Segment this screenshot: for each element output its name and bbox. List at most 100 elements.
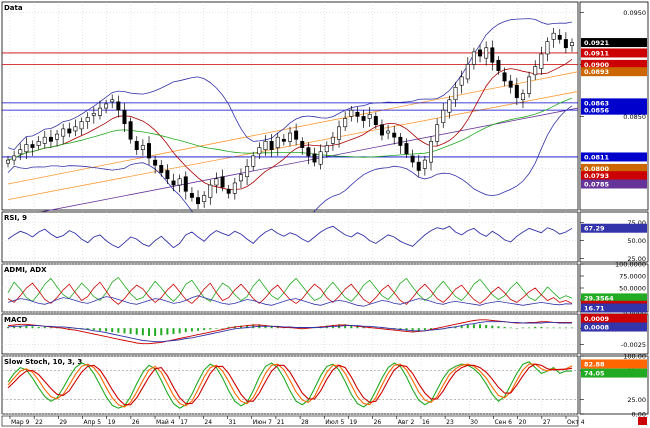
stoch-value-label: 74.05 bbox=[584, 370, 605, 378]
macd-histogram-bar bbox=[350, 324, 353, 329]
macd-histogram-bar bbox=[117, 328, 120, 333]
x-tick-label: 21 bbox=[277, 419, 285, 426]
candle-body bbox=[128, 121, 133, 140]
candle-body bbox=[502, 72, 507, 82]
x-tick-label: 16 bbox=[422, 419, 430, 426]
candle-body bbox=[441, 109, 446, 123]
stochastic-tick-label: 100.00 bbox=[623, 353, 646, 361]
x-tick-label: Июл 5 bbox=[325, 419, 344, 426]
macd-histogram-bar bbox=[37, 326, 40, 329]
x-tick-label: 29 bbox=[59, 419, 67, 426]
candle-body bbox=[134, 141, 139, 150]
channel-line bbox=[7, 71, 579, 185]
macd-histogram-bar bbox=[172, 328, 175, 334]
candle-body bbox=[226, 188, 231, 194]
x-tick-label: Май 4 bbox=[156, 419, 175, 426]
stochastic-tick-label: 25.00 bbox=[627, 396, 646, 404]
candle-body bbox=[281, 138, 286, 142]
x-tick-label: Сен 6 bbox=[494, 419, 512, 426]
candle-body bbox=[61, 128, 66, 137]
x-tick-label: 27 bbox=[543, 419, 551, 426]
macd-histogram-bar bbox=[221, 328, 224, 329]
candle-body bbox=[343, 118, 348, 128]
x-tick-label: 22 bbox=[35, 419, 43, 426]
macd-value-label: 0.0009 bbox=[584, 315, 610, 323]
macd-histogram-bar bbox=[246, 324, 249, 329]
dmi-value-label: 16.71 bbox=[584, 304, 605, 312]
candle-body bbox=[67, 128, 72, 134]
dmi-tick-label: 50.0000 bbox=[619, 285, 646, 293]
macd-histogram-bar bbox=[111, 328, 114, 333]
macd-histogram-bar bbox=[491, 325, 494, 329]
price-label: 0.0911 bbox=[584, 49, 610, 57]
candle-body bbox=[257, 147, 262, 155]
macd-histogram-bar bbox=[534, 326, 537, 329]
x-tick-label: 31 bbox=[229, 419, 237, 426]
price-panel: Data 0.0950 0.0900 0.0850 0.0800 0.0921 0.0911… bbox=[1, 1, 649, 231]
candle-body bbox=[429, 141, 433, 163]
candle-body bbox=[361, 116, 366, 121]
x-tick-label: 26 bbox=[374, 419, 382, 426]
x-tick-label: 30 bbox=[470, 419, 478, 426]
x-tick-label: 28 bbox=[301, 419, 309, 426]
macd-histogram-bar bbox=[227, 326, 230, 329]
candle-body bbox=[539, 53, 544, 69]
candle-body bbox=[269, 141, 274, 150]
candle-body bbox=[337, 126, 342, 140]
candle-body bbox=[189, 193, 194, 198]
macd-histogram-bar bbox=[141, 328, 144, 336]
stochastic-title: Slow Stoch, 10, 3, 3 bbox=[4, 358, 82, 366]
candle-body bbox=[471, 51, 476, 65]
macd-line-macd bbox=[7, 319, 572, 345]
candle-body bbox=[563, 39, 568, 49]
rsi-line bbox=[7, 225, 573, 249]
rsi-panel: RSI, 9 75.00 50.00 25.00 67.29 bbox=[1, 211, 649, 263]
candle-body bbox=[330, 136, 335, 144]
candle-body bbox=[79, 121, 84, 130]
macd-histogram-bar bbox=[423, 328, 426, 331]
candle-body bbox=[263, 141, 268, 150]
candle-body bbox=[294, 130, 299, 140]
macd-histogram-bar bbox=[68, 328, 71, 329]
x-tick-label: 19 bbox=[108, 419, 116, 426]
slow-ma-line bbox=[7, 97, 573, 161]
macd-histogram-bar bbox=[13, 326, 16, 329]
macd-histogram-bar bbox=[503, 326, 506, 329]
candle-body bbox=[165, 170, 170, 180]
candle-body bbox=[6, 159, 10, 164]
price-label: 0.0793 bbox=[584, 172, 609, 180]
candle-body bbox=[533, 66, 538, 76]
candle-body bbox=[386, 130, 391, 134]
rsi-tick-label: 50.00 bbox=[627, 237, 646, 245]
candle-body bbox=[422, 159, 427, 169]
candle-body bbox=[177, 178, 182, 186]
macd-histogram-bar bbox=[509, 327, 512, 329]
candle-body bbox=[459, 76, 464, 86]
x-tick-label: Мар 9 bbox=[11, 419, 30, 426]
candle-body bbox=[508, 80, 513, 88]
macd-histogram-bar bbox=[485, 324, 488, 329]
corner-marker bbox=[638, 417, 647, 425]
stoch-line-slow bbox=[7, 363, 573, 406]
macd-histogram-bar bbox=[129, 328, 132, 334]
candle-body bbox=[116, 101, 121, 111]
price-label: 0.0921 bbox=[584, 39, 610, 47]
macd-title: MACD bbox=[4, 316, 28, 324]
price-label: 0.0893 bbox=[584, 68, 609, 76]
candle-body bbox=[392, 132, 397, 138]
macd-histogram-bar bbox=[92, 328, 95, 331]
candle-body bbox=[214, 178, 219, 186]
macd-line-signal bbox=[7, 321, 572, 343]
candle-body bbox=[306, 147, 311, 157]
macd-histogram-bar bbox=[190, 328, 193, 332]
candle-body bbox=[85, 117, 90, 122]
x-tick-label: 23 bbox=[446, 419, 454, 426]
candle-body bbox=[147, 143, 151, 159]
dmi-value-label: 29.3564 bbox=[584, 294, 614, 302]
candle-body bbox=[545, 41, 550, 55]
macd-histogram-bar bbox=[571, 327, 573, 329]
candle-body bbox=[453, 86, 458, 101]
x-tick-label: Окт 4 bbox=[567, 419, 585, 426]
macd-histogram-bar bbox=[7, 326, 9, 329]
